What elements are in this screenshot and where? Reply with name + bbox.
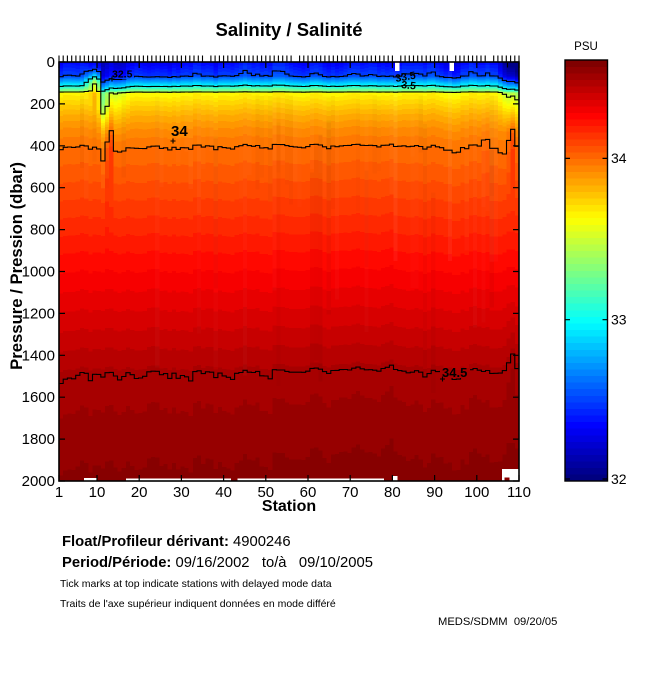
svg-text:PSU: PSU bbox=[574, 41, 598, 53]
svg-text:34.5: 34.5 bbox=[442, 365, 467, 380]
svg-text:Salinity / Salinité: Salinity / Salinité bbox=[215, 19, 362, 40]
svg-text:30: 30 bbox=[173, 484, 190, 501]
svg-text:33.5: 33.5 bbox=[394, 70, 416, 85]
svg-text:800: 800 bbox=[30, 222, 55, 239]
svg-text:32: 32 bbox=[611, 471, 627, 487]
svg-text:Pressure / Pression (dbar): Pressure / Pression (dbar) bbox=[7, 162, 26, 370]
svg-text:600: 600 bbox=[30, 180, 55, 197]
svg-text:10: 10 bbox=[89, 484, 106, 501]
svg-text:Float/Profileur dérivant: 4900: Float/Profileur dérivant: 4900246 bbox=[62, 534, 291, 550]
svg-text:34: 34 bbox=[611, 150, 627, 166]
svg-text:80: 80 bbox=[384, 484, 401, 501]
svg-text:60: 60 bbox=[300, 484, 317, 501]
svg-text:50: 50 bbox=[257, 484, 274, 501]
svg-text:34: 34 bbox=[171, 123, 188, 140]
svg-text:1800: 1800 bbox=[22, 431, 55, 448]
svg-text:33: 33 bbox=[611, 312, 627, 328]
svg-text:0: 0 bbox=[47, 54, 55, 71]
svg-text:1600: 1600 bbox=[22, 389, 55, 406]
svg-text:20: 20 bbox=[131, 484, 148, 501]
svg-text:200: 200 bbox=[30, 96, 55, 113]
svg-text:32.5: 32.5 bbox=[112, 69, 133, 81]
svg-text:1200: 1200 bbox=[22, 305, 55, 322]
svg-text:Station: Station bbox=[262, 498, 316, 515]
svg-text:100: 100 bbox=[464, 484, 489, 501]
svg-text:1000: 1000 bbox=[22, 264, 55, 281]
svg-text:400: 400 bbox=[30, 138, 55, 155]
svg-text:1: 1 bbox=[55, 484, 63, 501]
svg-text:90: 90 bbox=[426, 484, 443, 501]
svg-text:MEDS/SDMM 09/20/05: MEDS/SDMM 09/20/05 bbox=[438, 616, 557, 628]
svg-text:Tick marks at top indicate sta: Tick marks at top indicate stations with… bbox=[60, 578, 332, 590]
svg-text:2000: 2000 bbox=[22, 473, 55, 490]
svg-text:Traits de l'axe supérieur indi: Traits de l'axe supérieur indiquent donn… bbox=[60, 598, 336, 610]
svg-text:Period/Période: 09/16/2002 t: Period/Période: 09/16/2002 to/à 09/10/20… bbox=[62, 555, 373, 571]
svg-text:110: 110 bbox=[507, 484, 531, 501]
svg-text:1400: 1400 bbox=[22, 347, 55, 364]
svg-text:40: 40 bbox=[215, 484, 232, 501]
svg-text:3.5: 3.5 bbox=[401, 79, 417, 92]
svg-text:70: 70 bbox=[342, 484, 359, 501]
